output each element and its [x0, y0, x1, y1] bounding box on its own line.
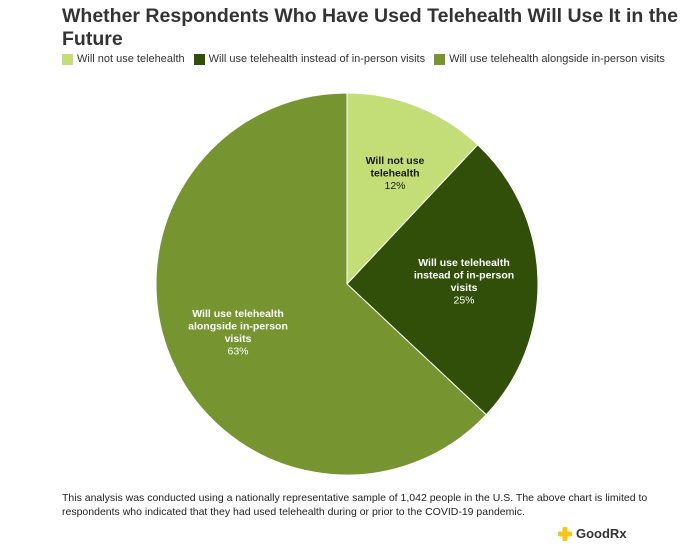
- footnote: This analysis was conducted using a nati…: [62, 492, 648, 518]
- legend-swatch: [62, 53, 73, 65]
- chart-title: Whether Respondents Who Have Used Telehe…: [62, 5, 678, 50]
- slice-label-alongside-in-person: Will use telehealth alongside in-person vi…: [188, 308, 288, 358]
- legend-label: Will use telehealth instead of in-person…: [208, 53, 426, 65]
- pie-slice-instead-of-in-person: [346, 144, 539, 416]
- legend-swatch: [193, 53, 205, 65]
- legend-label: Will use telehealth alongside in-person …: [449, 53, 665, 65]
- slice-value-label: 25%: [453, 295, 474, 307]
- goodrx-plus-icon: [558, 526, 572, 541]
- legend-item-will-not-use: Will not use telehealth: [62, 53, 185, 65]
- legend-swatch: [434, 53, 446, 65]
- legend-label: Will not use telehealth: [77, 53, 185, 65]
- legend-item-instead-of-in-person: Will use telehealth instead of in-person…: [193, 53, 426, 65]
- brand-name: GoodRx: [576, 526, 627, 541]
- brand-logo: GoodRx: [558, 526, 627, 541]
- pie-slice-will-not-use: [346, 92, 479, 286]
- slice-value-label: 12%: [384, 180, 405, 192]
- legend-item-alongside-in-person: Will use telehealth alongside in-person …: [434, 53, 665, 65]
- slice-value-label: 63%: [227, 346, 248, 358]
- pie-slice-alongside-in-person: [155, 92, 487, 476]
- slice-label-instead-of-in-person: Will use telehealth instead of in-person v…: [414, 257, 514, 307]
- chart-legend: Will not use telehealth Will use telehea…: [62, 53, 674, 65]
- slice-label-will-not-use: Will not use telehealth 12%: [366, 155, 425, 192]
